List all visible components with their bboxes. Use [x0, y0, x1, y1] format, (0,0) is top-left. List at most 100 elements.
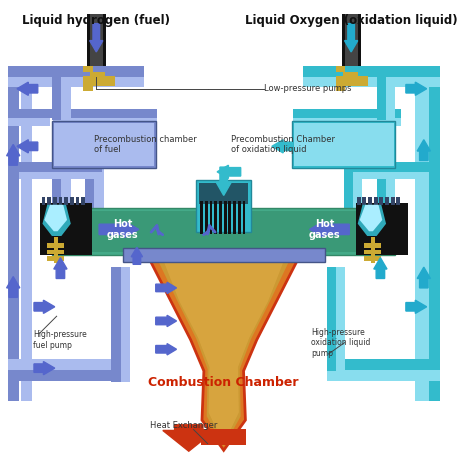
- Bar: [357, 197, 361, 205]
- Bar: [336, 267, 346, 371]
- Bar: [342, 14, 361, 66]
- Bar: [303, 66, 440, 77]
- Bar: [386, 77, 395, 120]
- Bar: [52, 121, 156, 168]
- Bar: [70, 197, 73, 205]
- Text: High-pressure
fuel pump: High-pressure fuel pump: [33, 330, 87, 350]
- Bar: [292, 109, 401, 118]
- Text: Heat Exchanger: Heat Exchanger: [150, 421, 218, 430]
- Bar: [61, 168, 71, 225]
- Bar: [81, 197, 85, 205]
- FancyArrow shape: [345, 24, 358, 52]
- Bar: [52, 77, 61, 120]
- Bar: [201, 430, 246, 445]
- Bar: [327, 359, 440, 370]
- Bar: [196, 180, 251, 232]
- Bar: [219, 201, 222, 234]
- Bar: [336, 81, 368, 86]
- Bar: [56, 211, 391, 252]
- Bar: [8, 77, 145, 87]
- Bar: [53, 118, 157, 125]
- Bar: [8, 172, 19, 370]
- FancyArrow shape: [406, 82, 427, 96]
- Polygon shape: [146, 253, 301, 450]
- Bar: [386, 168, 395, 225]
- Bar: [428, 66, 440, 401]
- Bar: [368, 197, 372, 205]
- Bar: [380, 197, 383, 205]
- Bar: [58, 197, 62, 205]
- Bar: [52, 208, 395, 255]
- Bar: [363, 197, 366, 205]
- FancyArrow shape: [156, 315, 176, 327]
- Bar: [385, 197, 389, 205]
- FancyArrow shape: [417, 140, 430, 160]
- Bar: [344, 121, 353, 225]
- Bar: [83, 66, 92, 72]
- Bar: [336, 76, 368, 81]
- Text: Combustion Chamber: Combustion Chamber: [148, 376, 299, 389]
- FancyArrow shape: [34, 362, 55, 375]
- Polygon shape: [360, 205, 383, 231]
- Bar: [371, 237, 375, 263]
- Bar: [233, 201, 236, 234]
- Bar: [292, 121, 395, 168]
- Bar: [52, 168, 61, 225]
- Text: Precombustion chamber
of fuel: Precombustion chamber of fuel: [94, 135, 197, 154]
- Bar: [327, 370, 440, 381]
- Polygon shape: [163, 258, 285, 444]
- Bar: [47, 197, 51, 205]
- Bar: [228, 201, 231, 234]
- Bar: [61, 77, 71, 120]
- Bar: [365, 250, 382, 254]
- Bar: [365, 256, 382, 261]
- Text: Low-pressure pumps: Low-pressure pumps: [264, 84, 352, 93]
- Bar: [303, 77, 440, 87]
- Text: Precombustion Chamber
of oxidation liquid: Precombustion Chamber of oxidation liqui…: [231, 135, 335, 154]
- FancyArrow shape: [34, 300, 55, 314]
- FancyArrow shape: [272, 140, 292, 153]
- Bar: [205, 201, 208, 234]
- FancyArrow shape: [417, 267, 430, 288]
- Bar: [327, 267, 336, 371]
- Bar: [47, 256, 64, 261]
- Bar: [123, 248, 325, 262]
- Bar: [224, 201, 227, 234]
- Bar: [238, 201, 241, 234]
- Text: Liquid Oxygen (oxidation liquid): Liquid Oxygen (oxidation liquid): [245, 14, 457, 27]
- FancyArrow shape: [216, 167, 231, 195]
- FancyArrow shape: [156, 343, 176, 355]
- Bar: [214, 201, 217, 234]
- Bar: [94, 121, 104, 225]
- Polygon shape: [43, 205, 71, 236]
- Bar: [199, 183, 248, 204]
- FancyArrow shape: [90, 24, 103, 52]
- Polygon shape: [358, 205, 386, 236]
- Bar: [292, 118, 401, 125]
- Bar: [377, 168, 386, 225]
- Bar: [40, 203, 91, 255]
- Bar: [8, 370, 121, 381]
- Bar: [345, 14, 358, 66]
- Bar: [54, 237, 57, 263]
- Bar: [415, 172, 428, 370]
- FancyArrow shape: [7, 144, 20, 165]
- Bar: [343, 72, 358, 76]
- Bar: [8, 359, 121, 370]
- FancyArrow shape: [7, 277, 20, 297]
- Bar: [200, 201, 203, 234]
- Bar: [47, 243, 64, 248]
- Bar: [391, 197, 394, 205]
- FancyArrow shape: [17, 140, 38, 153]
- Bar: [53, 197, 56, 205]
- Bar: [21, 66, 32, 401]
- Bar: [53, 109, 157, 118]
- FancyArrow shape: [17, 82, 38, 96]
- Bar: [111, 267, 121, 357]
- Bar: [428, 172, 440, 370]
- Bar: [8, 66, 19, 401]
- Bar: [42, 197, 46, 205]
- FancyArrow shape: [406, 300, 427, 314]
- Bar: [83, 86, 92, 90]
- Bar: [353, 162, 428, 172]
